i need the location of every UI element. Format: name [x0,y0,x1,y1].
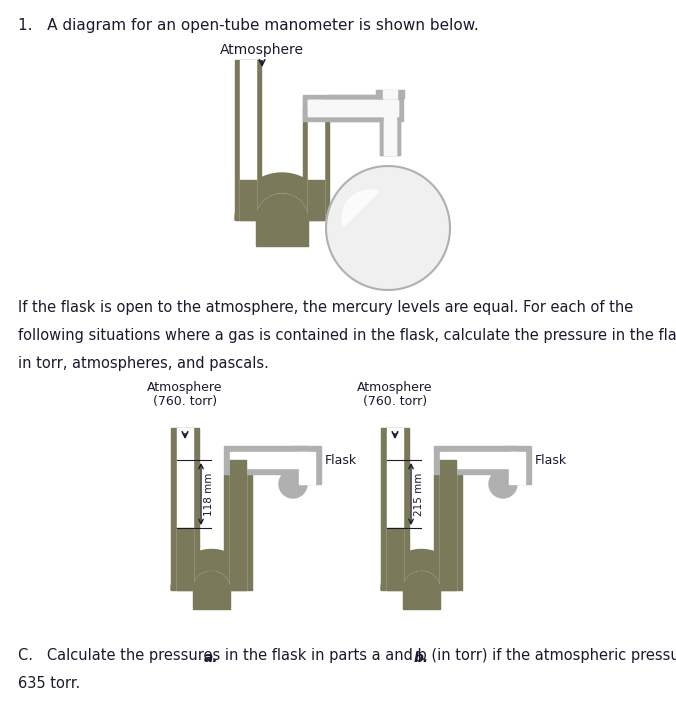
Polygon shape [293,446,321,484]
Text: Atmosphere: Atmosphere [357,381,433,394]
Text: Flask: Flask [325,453,357,467]
Text: 1.   A diagram for an open-tube manometer is shown below.: 1. A diagram for an open-tube manometer … [18,18,479,33]
Polygon shape [224,446,307,474]
Circle shape [279,470,307,498]
Text: in torr, atmospheres, and pascals.: in torr, atmospheres, and pascals. [18,356,269,371]
Text: Atmosphere: Atmosphere [147,381,223,394]
Polygon shape [256,194,308,220]
Polygon shape [384,121,396,155]
Polygon shape [503,446,531,484]
Polygon shape [308,100,398,116]
Polygon shape [509,452,525,484]
Text: 118 mm: 118 mm [204,473,214,516]
Polygon shape [171,549,252,590]
Text: (760. torr): (760. torr) [363,395,427,408]
Text: following situations where a gas is contained in the flask, calculate the pressu: following situations where a gas is cont… [18,328,676,343]
Polygon shape [303,96,329,108]
Polygon shape [256,194,308,220]
Polygon shape [193,571,230,590]
Polygon shape [193,571,230,590]
Text: (760. torr): (760. torr) [153,395,217,408]
Polygon shape [440,452,517,468]
Text: 215 mm: 215 mm [414,473,424,516]
Polygon shape [403,571,440,590]
Polygon shape [403,571,440,590]
Text: C.   Calculate the pressures in the flask in parts a and b (in torr) if the atmo: C. Calculate the pressures in the flask … [18,648,676,663]
Polygon shape [299,452,315,484]
Polygon shape [329,95,400,121]
Text: If the flask is open to the atmosphere, the mercury levels are equal. For each o: If the flask is open to the atmosphere, … [18,300,633,315]
Polygon shape [308,100,324,108]
Circle shape [489,470,517,498]
Polygon shape [326,166,450,290]
Polygon shape [235,173,329,220]
Text: a.: a. [204,650,219,665]
Polygon shape [434,446,517,474]
Text: b.: b. [414,650,429,665]
Polygon shape [380,121,400,155]
Polygon shape [342,190,379,227]
Text: Flask: Flask [535,453,567,467]
Text: Atmosphere: Atmosphere [220,43,304,57]
Polygon shape [230,452,307,468]
Polygon shape [381,549,462,590]
Text: 635 torr.: 635 torr. [18,676,80,691]
